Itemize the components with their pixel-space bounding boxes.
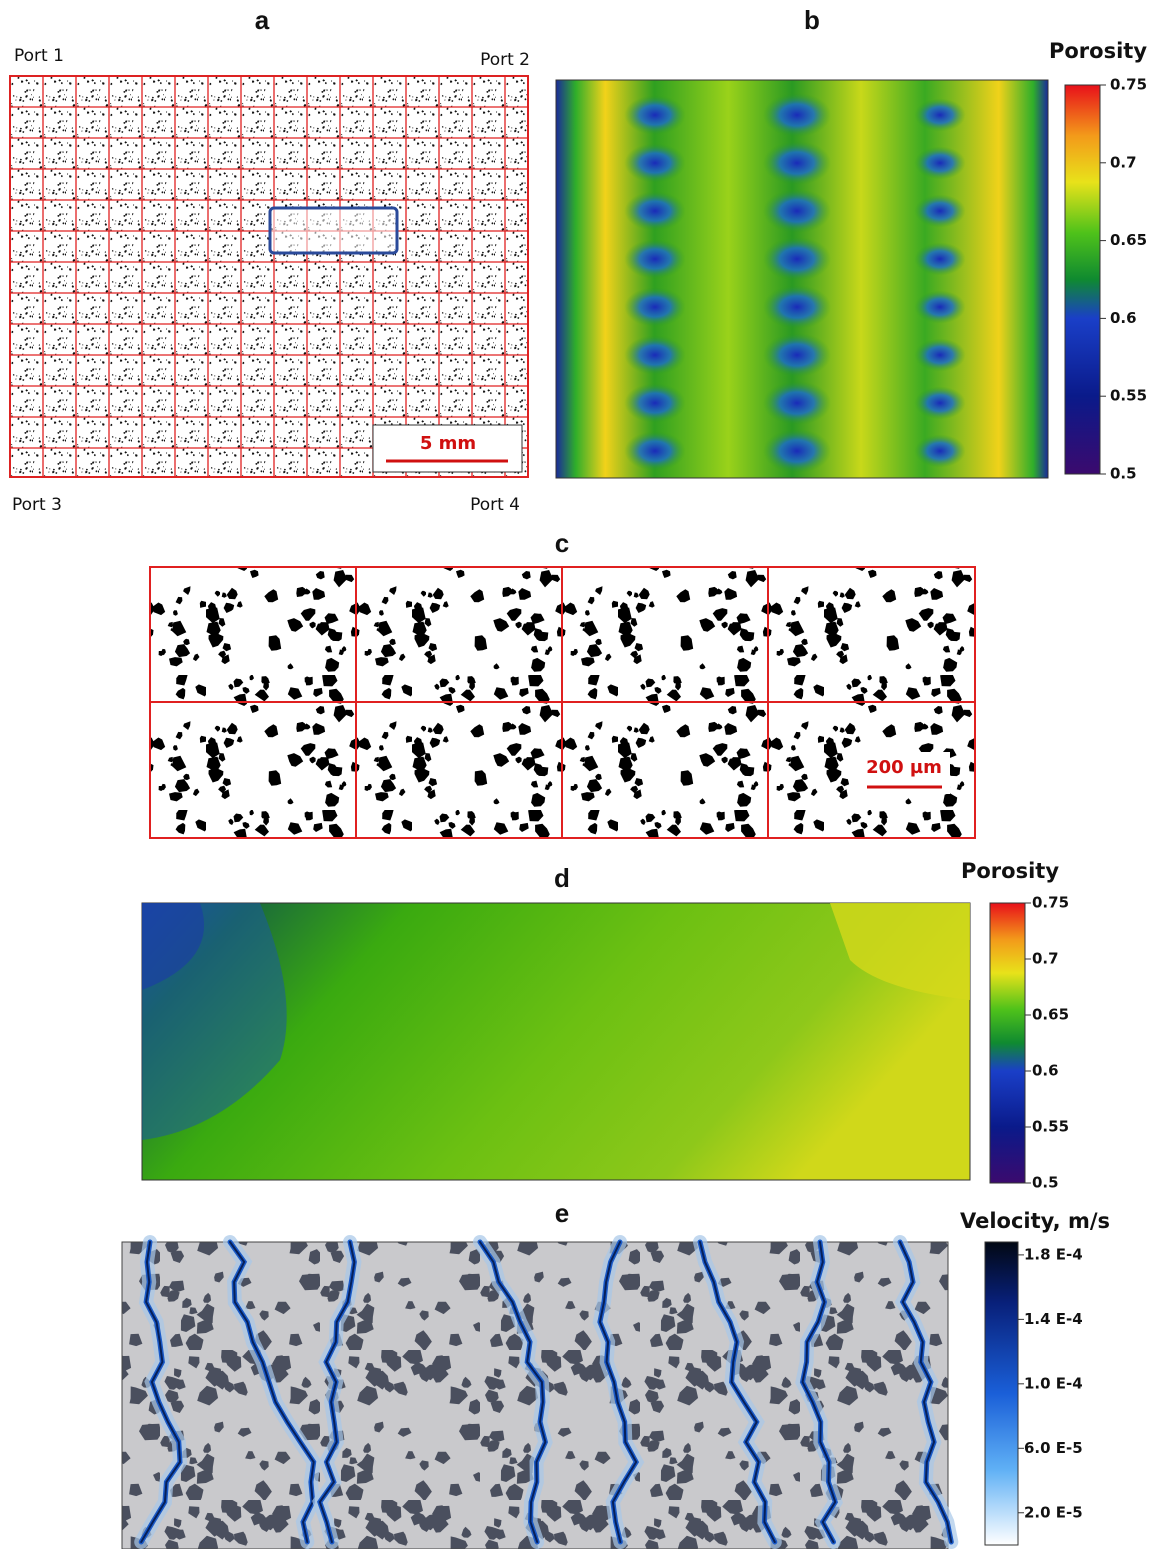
colorbar-title: Porosity — [1049, 39, 1147, 63]
micrograph — [9, 75, 529, 478]
colorbar-tick-label: 0.5 — [1110, 465, 1137, 483]
colorbar-tick-label: 1.8 E-4 — [1024, 1245, 1083, 1263]
panel-label: a — [255, 5, 270, 35]
colorbar-tick-label: 1.4 E-4 — [1024, 1310, 1083, 1328]
colorbar-tick-label: 0.6 — [1032, 1062, 1059, 1080]
colorbar-tick-label: 0.55 — [1032, 1118, 1069, 1136]
high-porosity-zone — [830, 903, 970, 1000]
flow-channels — [134, 1235, 959, 1549]
porosity-spots — [624, 93, 966, 473]
port-label: Port 3 — [12, 495, 62, 515]
panel-label: c — [555, 528, 569, 558]
colorbar — [989, 902, 1026, 1184]
colorbar-tick-label: 0.7 — [1110, 153, 1137, 171]
colorbar — [984, 1241, 1019, 1546]
port-label: Port 2 — [480, 50, 530, 70]
scale-label: 5 mm — [420, 433, 476, 454]
panel-label: e — [555, 1198, 569, 1228]
colorbar-tick-label: 0.5 — [1032, 1174, 1059, 1192]
colorbar-tick-label: 1.0 E-4 — [1024, 1374, 1083, 1392]
colorbar-tick-label: 6.0 E-5 — [1024, 1439, 1083, 1457]
grid — [150, 567, 975, 838]
colorbar-tick-label: 0.7 — [1032, 950, 1059, 968]
scale-box — [372, 424, 523, 473]
panel-label: d — [554, 863, 570, 893]
colorbar-tick-label: 0.65 — [1032, 1006, 1069, 1024]
low-porosity-zone — [142, 903, 205, 990]
colorbar-tick-label: 0.55 — [1110, 387, 1147, 405]
colorbar-tick-label: 2.0 E-5 — [1024, 1503, 1083, 1521]
colorbar-title: Porosity — [961, 859, 1059, 883]
colorbar-tick-label: 0.75 — [1110, 76, 1147, 94]
colorbar-tick-label: 0.6 — [1110, 309, 1137, 327]
colorbar — [1064, 84, 1101, 475]
colorbar-title: Velocity, m/s — [960, 1209, 1110, 1233]
selection — [268, 206, 399, 255]
port-label: Port 4 — [470, 495, 520, 515]
panel-label: b — [804, 5, 820, 35]
colorbar-tick-label: 0.65 — [1110, 231, 1147, 249]
grid — [10, 76, 528, 477]
frame — [555, 79, 1049, 479]
colorbar-tick-label: 0.75 — [1032, 894, 1069, 912]
port-label: Port 1 — [14, 46, 64, 66]
scale-label: 200 µm — [866, 757, 942, 778]
